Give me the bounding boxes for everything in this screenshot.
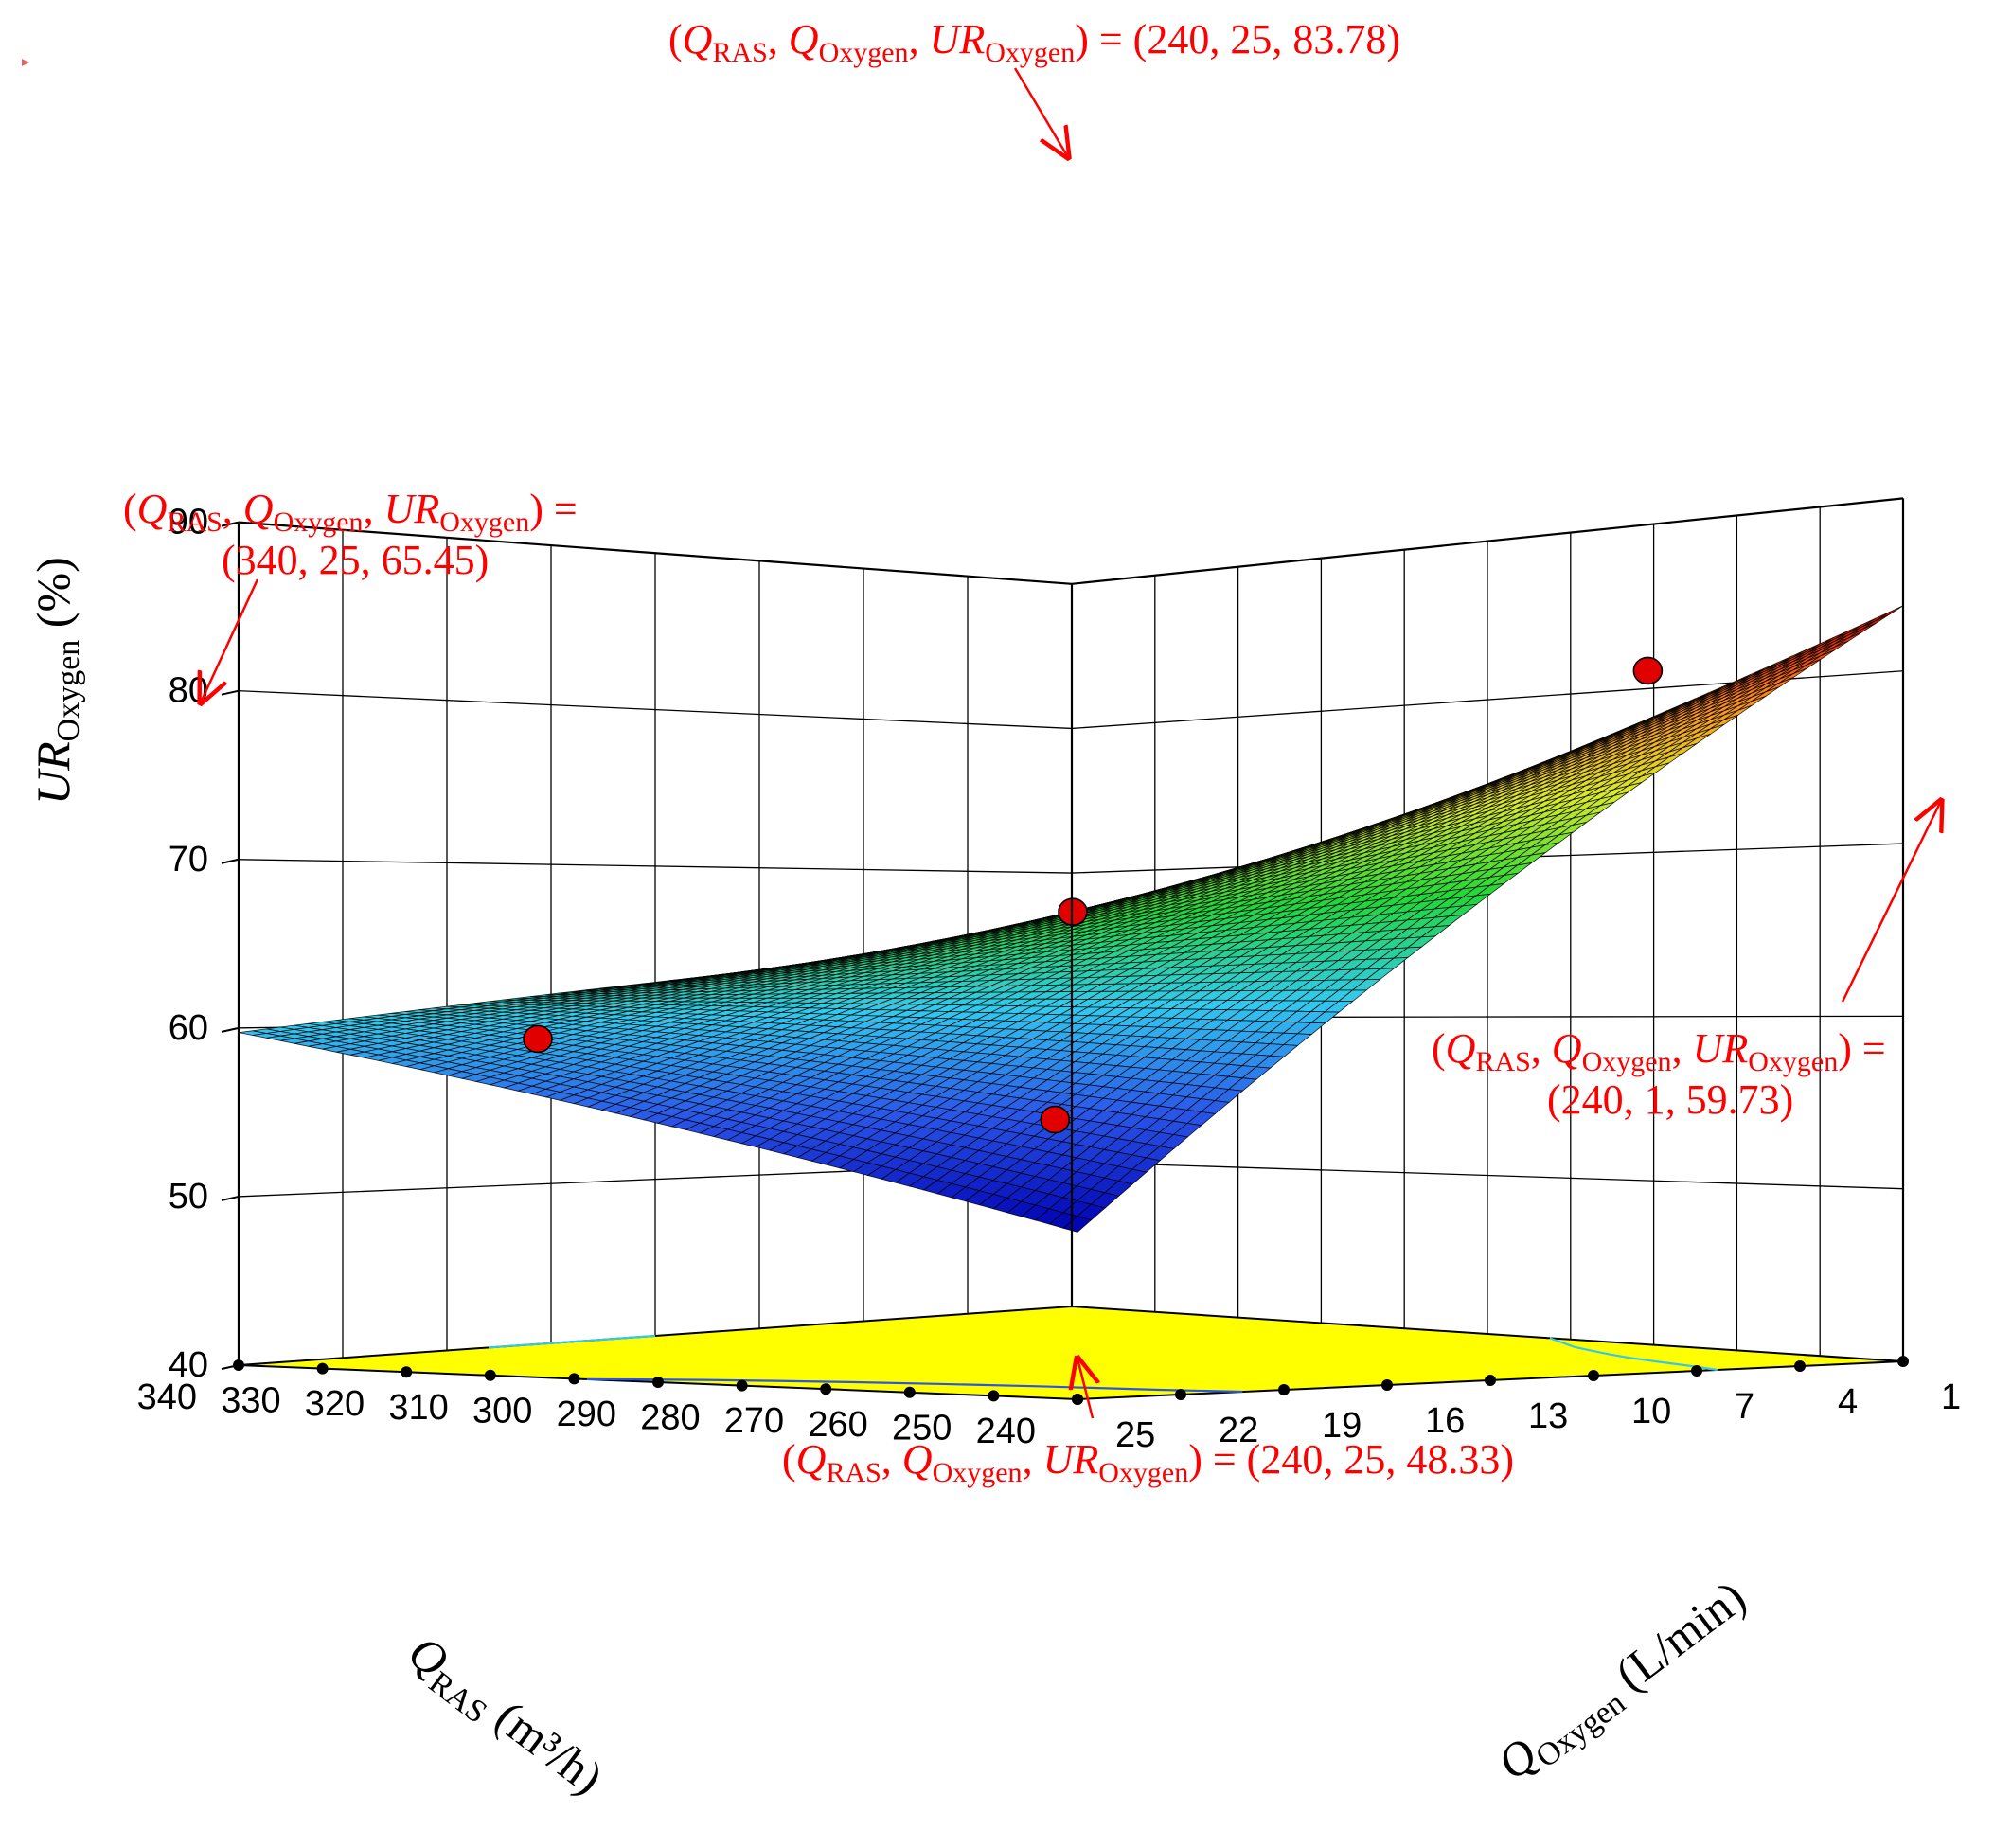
x-tick — [903, 1386, 916, 1398]
y-tick — [1278, 1384, 1290, 1395]
z-tick-label: 70 — [169, 840, 208, 880]
corner-mark — [22, 59, 29, 66]
x-tick-label: 330 — [221, 1381, 280, 1421]
annotation-arrow-left — [201, 578, 259, 702]
x-tick — [484, 1369, 496, 1381]
x-tick — [820, 1383, 832, 1395]
y-tick-label: 16 — [1425, 1401, 1465, 1441]
surface-cell — [1062, 1216, 1093, 1233]
z-tick — [221, 521, 240, 527]
left-wall-hgrid — [238, 690, 1073, 730]
x-axis-title: QRAS (m³/h) — [395, 1625, 613, 1809]
y-tick — [1485, 1375, 1496, 1386]
z-tick — [221, 858, 240, 864]
surface-cell — [1861, 613, 1890, 631]
design-point — [523, 1024, 553, 1054]
y-tick-label: 1 — [1941, 1377, 1961, 1417]
x-tick-label: 310 — [388, 1388, 448, 1428]
x-tick — [316, 1362, 329, 1375]
annotation-right-line1: (QRAS, QOxygen, UROxygen) = — [1432, 1025, 1886, 1077]
top-edge-right — [1071, 497, 1904, 585]
z-tick-label: 50 — [169, 1177, 208, 1217]
top-edge-left — [238, 521, 1073, 585]
response-surface — [238, 605, 1904, 1233]
annotation-arrow-top — [1013, 67, 1068, 157]
annotation-right-line2: (240, 1, 59.73) — [1547, 1076, 1793, 1123]
left-wall-hgrid — [238, 859, 1073, 874]
x-tick-label: 300 — [472, 1391, 532, 1430]
y-tick-label: 7 — [1735, 1387, 1754, 1427]
y-tick-label: 25 — [1115, 1415, 1155, 1455]
z-tick — [221, 1026, 240, 1033]
x-tick — [988, 1390, 1000, 1402]
z-tick — [221, 689, 240, 696]
floor-contour — [488, 1334, 656, 1349]
x-tick-label: 260 — [808, 1405, 867, 1445]
y-tick — [1691, 1365, 1702, 1377]
annotation-left-line2: (340, 25, 65.45) — [222, 537, 489, 583]
y-tick — [1381, 1379, 1393, 1391]
z-tick-label: 40 — [169, 1345, 208, 1385]
x-tick — [568, 1373, 580, 1385]
annotation-arrow-right — [1841, 801, 1941, 1003]
x-tick — [736, 1379, 748, 1392]
x-tick — [652, 1377, 664, 1388]
x-tick — [401, 1366, 413, 1378]
floor-contour — [1549, 1337, 1718, 1372]
right-wall-hgrid — [1071, 1161, 1904, 1190]
axis-frame — [237, 497, 1905, 1365]
design-point — [1632, 656, 1664, 685]
y-tick-label: 22 — [1219, 1411, 1258, 1450]
annotation-top: (QRAS, QOxygen, UROxygen) = (240, 25, 83… — [668, 16, 1400, 68]
x-tick-label: 270 — [724, 1401, 784, 1441]
y-tick-label: 19 — [1322, 1406, 1362, 1446]
z-tick-label: 90 — [169, 503, 208, 542]
design-point — [1040, 1105, 1071, 1134]
y-axis-title: QOxygen (L/min) — [1487, 1570, 1759, 1795]
y-tick — [1175, 1389, 1186, 1400]
x-tick — [233, 1359, 244, 1371]
annotation-arrow-bottom — [1077, 1359, 1093, 1419]
x-tick-label: 320 — [305, 1384, 365, 1424]
z-axis-title: UROxygen (%) — [27, 557, 86, 805]
x-tick-label: 280 — [640, 1398, 700, 1438]
z-tick-label: 80 — [169, 671, 208, 711]
annotation-left-line1: (QRAS, QOxygen, UROxygen) = — [123, 486, 578, 538]
x-tick-label: 240 — [976, 1412, 1036, 1451]
x-tick-label: 290 — [557, 1395, 616, 1434]
y-tick-label: 4 — [1838, 1382, 1858, 1422]
y-tick-label: 10 — [1631, 1392, 1671, 1431]
z-tick — [221, 1195, 240, 1201]
y-tick — [1588, 1370, 1599, 1381]
y-tick — [1794, 1360, 1806, 1372]
x-tick-label: 250 — [892, 1408, 952, 1448]
x-tick-label: 340 — [137, 1377, 197, 1417]
y-tick-label: 13 — [1528, 1396, 1568, 1436]
y-tick — [1072, 1394, 1083, 1405]
y-tick — [1897, 1356, 1909, 1367]
z-tick-label: 60 — [169, 1008, 208, 1048]
tick-labels: 40 50 60 70 80 90 240 250 260 270 280 290 300 310 320 3… — [137, 503, 1962, 1455]
